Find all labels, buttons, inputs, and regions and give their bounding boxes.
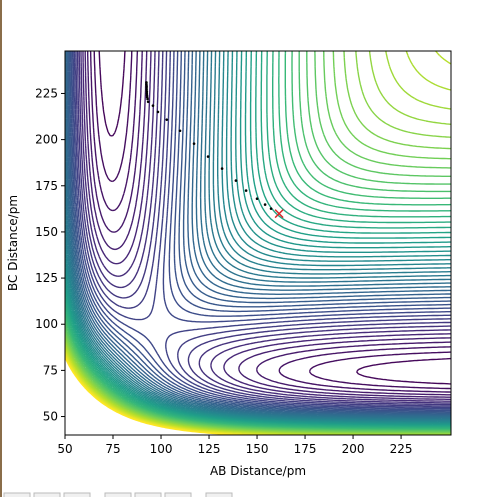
contour-line [65,51,451,418]
end-marker [274,209,284,219]
contour-line [65,51,451,421]
toolbar-button[interactable] [104,492,132,500]
contour-line [65,51,451,423]
contour-line [72,51,451,410]
trajectory-point [269,207,273,210]
contour-line [87,51,451,396]
y-tick-label: 50 [43,410,58,424]
trajectory-point [206,155,210,158]
y-tick-label: 200 [35,133,58,147]
contour-line [65,51,451,420]
contour-line [65,51,451,417]
trajectory-point [145,84,148,88]
trajectory-point [145,90,149,93]
y-tick-label: 100 [35,317,58,331]
trajectory-point [146,100,150,104]
trajectory-point [234,179,238,182]
contour-line [80,51,451,402]
y-tick-label: 225 [35,86,58,100]
contour-line [66,51,451,416]
x-tick-label: 225 [390,442,413,456]
x-tick-label: 175 [294,442,317,456]
y-axis-label: BC Distance/pm [6,195,20,291]
toolbar-button[interactable] [63,492,91,500]
toolbar-button[interactable] [164,492,192,500]
contour-line [67,51,451,415]
contour-line [73,51,451,409]
toolbar [3,492,233,500]
toolbar-button[interactable] [3,492,31,500]
contour-line [78,51,451,404]
x-tick-label: 200 [342,442,365,456]
contour-line [65,51,451,423]
contour-line [69,51,451,412]
trajectory-point [192,142,196,145]
trajectory-point [178,129,182,133]
contour-line [84,51,451,398]
contour-line [71,51,451,411]
x-tick-label: 125 [198,442,221,456]
contour-line [75,51,451,407]
trajectory-point [165,118,169,121]
x-tick-label: 50 [57,442,72,456]
y-tick-label: 150 [35,225,58,239]
toolbar-button[interactable] [205,492,233,500]
x-tick-label: 150 [246,442,269,456]
plot-frame [64,50,452,436]
contour-line [89,51,451,393]
contour-line [65,51,451,425]
contour-line [68,51,451,413]
trajectory-point [220,167,224,170]
contour-line [98,51,451,385]
contour-line [76,51,451,406]
x-axis-label: AB Distance/pm [210,464,306,478]
contour-line [65,51,451,417]
trajectory-point [244,189,248,192]
marks: 50 75 100 125 150 175 200 225 50 75 100 125 150 175 20… [35,81,413,456]
contour-line [65,51,451,422]
contour-set [65,51,451,435]
trajectory-point [146,97,149,101]
x-tick-label: 75 [105,442,120,456]
toolbar-button[interactable] [134,492,162,500]
trajectory-point [145,86,148,90]
trajectory-point [151,104,155,107]
y-tick-label: 175 [35,179,58,193]
trajectory-point [255,197,259,200]
contour-line [82,51,451,400]
toolbar-button[interactable] [33,492,61,500]
trajectory-point [145,81,148,84]
window-edge [0,0,2,497]
y-tick-label: 75 [43,363,58,377]
contour-line [93,51,451,390]
y-tick-label: 125 [35,271,58,285]
trajectory-point [156,110,160,114]
trajectory-point [263,203,267,206]
x-tick-label: 100 [150,442,173,456]
